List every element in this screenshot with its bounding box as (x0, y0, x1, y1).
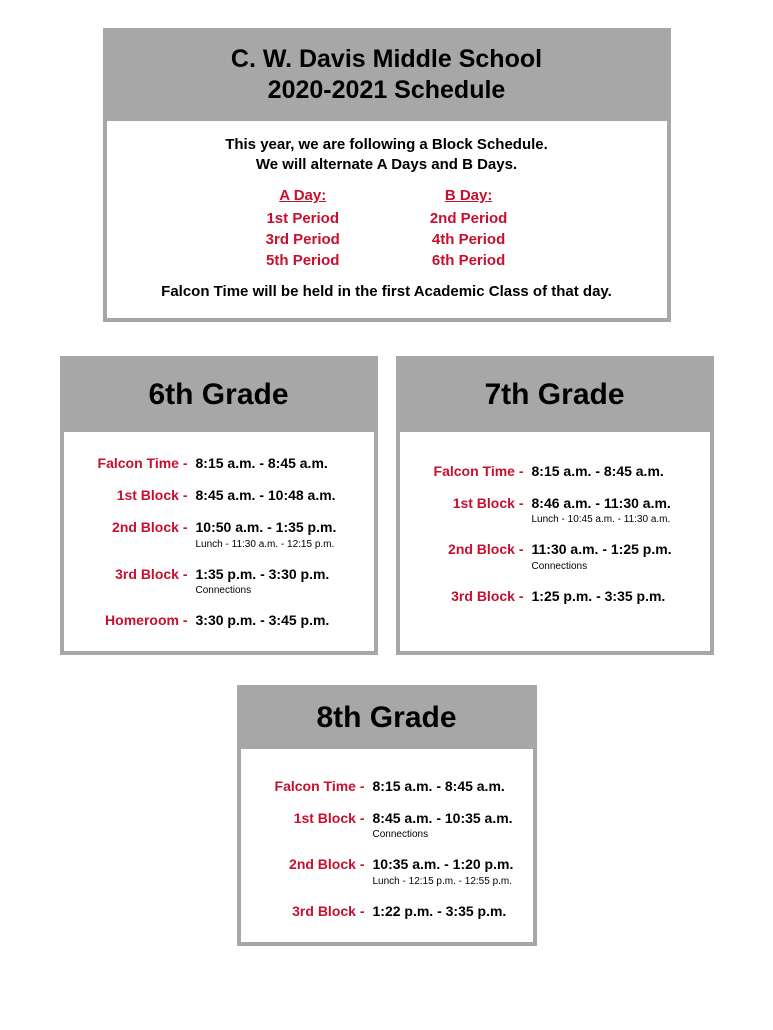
intro-header: C. W. Davis Middle School 2020-2021 Sche… (107, 32, 667, 121)
grade8-schedule: Falcon Time - 8:15 a.m. - 8:45 a.m. 1st … (241, 749, 533, 942)
schedule-row: 2nd Block - 11:30 a.m. - 1:25 p.m.Connec… (414, 540, 696, 572)
schedule-row: 3rd Block - 1:35 p.m. - 3:30 p.m.Connect… (78, 565, 360, 597)
a-day-item: 1st Period (266, 208, 340, 229)
grade6-title: 6th Grade (74, 378, 364, 412)
b-day-item: 2nd Period (430, 208, 508, 229)
block-label: 3rd Block - (78, 565, 196, 583)
intro-card: C. W. Davis Middle School 2020-2021 Sche… (103, 28, 671, 322)
block-label: Falcon Time - (414, 462, 532, 480)
school-name: C. W. Davis Middle School (117, 44, 657, 75)
block-time: 8:15 a.m. - 8:45 a.m. (196, 454, 360, 472)
block-time: 1:22 p.m. - 3:35 p.m. (373, 902, 519, 920)
block-label: Falcon Time - (78, 454, 196, 472)
schedule-row: Falcon Time - 8:15 a.m. - 8:45 a.m. (414, 462, 696, 480)
schedule-row: Falcon Time - 8:15 a.m. - 8:45 a.m. (78, 454, 360, 472)
block-time: 8:45 a.m. - 10:48 a.m. (196, 486, 360, 504)
block-label: 3rd Block - (255, 902, 373, 920)
grade8-header: 8th Grade (241, 689, 533, 749)
grade7-schedule: Falcon Time - 8:15 a.m. - 8:45 a.m. 1st … (400, 432, 710, 627)
schedule-row: 1st Block - 8:45 a.m. - 10:35 a.m.Connec… (255, 809, 519, 841)
intro-line1: This year, we are following a Block Sche… (123, 135, 651, 155)
block-label: Falcon Time - (255, 777, 373, 795)
block-time: 1:35 p.m. - 3:30 p.m.Connections (196, 565, 360, 597)
grade8-card: 8th Grade Falcon Time - 8:15 a.m. - 8:45… (237, 685, 537, 946)
grade6-card: 6th Grade Falcon Time - 8:15 a.m. - 8:45… (60, 356, 378, 655)
block-time: 10:50 a.m. - 1:35 p.m.Lunch - 11:30 a.m.… (196, 518, 360, 550)
block-label: 1st Block - (414, 494, 532, 512)
block-time: 11:30 a.m. - 1:25 p.m.Connections (532, 540, 696, 572)
b-day-item: 4th Period (430, 229, 508, 250)
block-note: Lunch - 11:30 a.m. - 12:15 p.m. (196, 538, 360, 551)
grade7-title: 7th Grade (410, 378, 700, 412)
grade6-schedule: Falcon Time - 8:15 a.m. - 8:45 a.m. 1st … (64, 432, 374, 651)
b-day-title: B Day: (430, 187, 508, 204)
intro-body: This year, we are following a Block Sche… (107, 121, 667, 319)
block-label: Homeroom - (78, 611, 196, 629)
block-note: Connections (373, 828, 519, 841)
schedule-row: 3rd Block - 1:25 p.m. - 3:35 p.m. (414, 587, 696, 605)
block-time: 8:45 a.m. - 10:35 a.m.Connections (373, 809, 519, 841)
grade8-title: 8th Grade (251, 701, 523, 735)
grade6-header: 6th Grade (64, 360, 374, 432)
block-time: 10:35 a.m. - 1:20 p.m.Lunch - 12:15 p.m.… (373, 855, 519, 887)
schedule-row: Homeroom - 3:30 p.m. - 3:45 p.m. (78, 611, 360, 629)
schedule-row: 2nd Block - 10:50 a.m. - 1:35 p.m.Lunch … (78, 518, 360, 550)
block-time: 8:15 a.m. - 8:45 a.m. (373, 777, 519, 795)
a-day-item: 5th Period (266, 250, 340, 271)
b-day-column: B Day: 2nd Period 4th Period 6th Period (430, 187, 508, 271)
block-note: Lunch - 10:45 a.m. - 11:30 a.m. (532, 513, 696, 526)
day-columns: A Day: 1st Period 3rd Period 5th Period … (123, 187, 651, 271)
schedule-year: 2020-2021 Schedule (117, 75, 657, 106)
block-note: Lunch - 12:15 p.m. - 12:55 p.m. (373, 875, 519, 888)
schedule-row: 2nd Block - 10:35 a.m. - 1:20 p.m.Lunch … (255, 855, 519, 887)
b-day-item: 6th Period (430, 250, 508, 271)
block-label: 2nd Block - (414, 540, 532, 558)
schedule-row: 3rd Block - 1:22 p.m. - 3:35 p.m. (255, 902, 519, 920)
block-time: 3:30 p.m. - 3:45 p.m. (196, 611, 360, 629)
block-label: 1st Block - (255, 809, 373, 827)
grades-row: 6th Grade Falcon Time - 8:15 a.m. - 8:45… (0, 356, 773, 655)
intro-line2: We will alternate A Days and B Days. (123, 155, 651, 175)
schedule-row: Falcon Time - 8:15 a.m. - 8:45 a.m. (255, 777, 519, 795)
block-label: 2nd Block - (255, 855, 373, 873)
block-time: 8:46 a.m. - 11:30 a.m.Lunch - 10:45 a.m.… (532, 494, 696, 526)
block-label: 3rd Block - (414, 587, 532, 605)
block-time: 1:25 p.m. - 3:35 p.m. (532, 587, 696, 605)
grade7-card: 7th Grade Falcon Time - 8:15 a.m. - 8:45… (396, 356, 714, 655)
grade8-wrap: 8th Grade Falcon Time - 8:15 a.m. - 8:45… (0, 685, 773, 976)
block-note: Connections (196, 584, 360, 597)
a-day-item: 3rd Period (266, 229, 340, 250)
block-label: 1st Block - (78, 486, 196, 504)
a-day-column: A Day: 1st Period 3rd Period 5th Period (266, 187, 340, 271)
block-label: 2nd Block - (78, 518, 196, 536)
grade7-header: 7th Grade (400, 360, 710, 432)
falcon-time-note: Falcon Time will be held in the first Ac… (123, 283, 651, 300)
block-note: Connections (532, 560, 696, 573)
schedule-row: 1st Block - 8:45 a.m. - 10:48 a.m. (78, 486, 360, 504)
block-time: 8:15 a.m. - 8:45 a.m. (532, 462, 696, 480)
a-day-title: A Day: (266, 187, 340, 204)
schedule-row: 1st Block - 8:46 a.m. - 11:30 a.m.Lunch … (414, 494, 696, 526)
